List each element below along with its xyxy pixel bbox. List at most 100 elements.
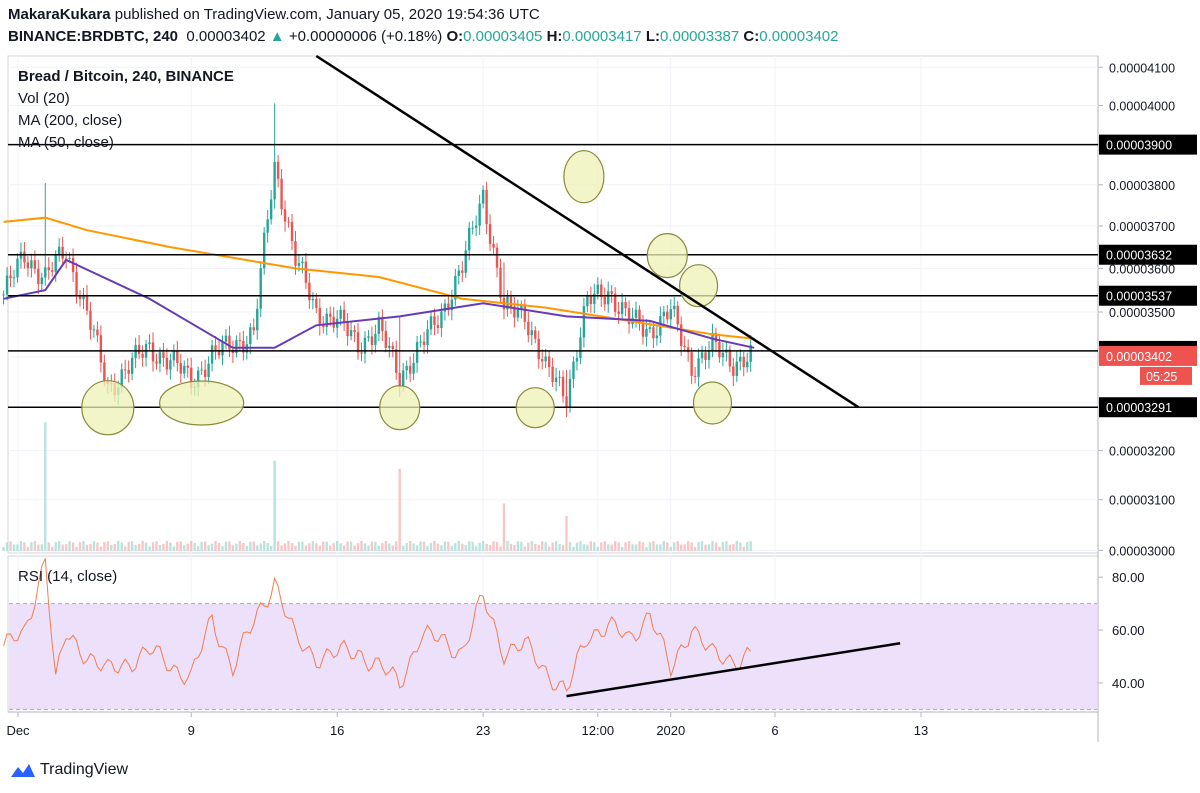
volume-bar	[96, 542, 99, 551]
highlight-circle	[692, 381, 733, 425]
candle-body	[349, 330, 353, 337]
candle-body	[645, 328, 648, 337]
volume-bar	[335, 541, 339, 551]
time-tick-label: 23	[476, 723, 490, 738]
candle-body	[648, 327, 652, 329]
candle-body	[739, 356, 742, 362]
volume-bar	[259, 543, 262, 551]
candle-body	[290, 221, 294, 242]
candle-body	[704, 352, 707, 360]
volume-bar	[190, 541, 193, 551]
candle-body	[203, 369, 207, 378]
candle-body	[471, 227, 474, 229]
candle-body	[44, 267, 47, 278]
candle-body	[367, 336, 370, 338]
volume-bar	[127, 542, 130, 551]
volume-bar	[377, 545, 381, 551]
candle-body	[485, 189, 488, 225]
candle-body	[666, 311, 669, 320]
volume-bar	[346, 541, 349, 551]
candle-body	[690, 352, 693, 376]
candle-body	[742, 356, 745, 368]
volume-bar	[325, 541, 328, 551]
rsi-tick-label: 60.00	[1112, 623, 1145, 638]
level-price-label: 0.00003632	[1106, 249, 1172, 263]
candle-body	[728, 349, 732, 367]
volume-bar	[683, 544, 686, 551]
volume-bar	[509, 543, 513, 551]
candle-body	[165, 357, 169, 370]
level-price-label-bg	[1099, 134, 1197, 155]
volume-bar	[207, 545, 210, 551]
volume-bar	[402, 545, 405, 551]
volume-bar	[593, 542, 596, 551]
candle-body	[235, 340, 238, 354]
publisher-name[interactable]: MakaraKukara	[8, 6, 111, 23]
volume-bar	[554, 541, 558, 551]
candle-body	[294, 241, 297, 266]
volume-bar	[283, 543, 287, 551]
candle-body	[520, 306, 523, 309]
volume-bar	[374, 541, 377, 551]
volume-bar	[23, 542, 26, 551]
candle-body	[26, 262, 30, 269]
tradingview-brand[interactable]: TradingView	[40, 761, 129, 778]
candle-body	[92, 329, 96, 331]
volume-bar	[224, 541, 228, 551]
volume-bar	[162, 543, 165, 551]
volume-bar	[363, 543, 367, 551]
candle-body	[315, 298, 318, 308]
candle-body	[673, 305, 676, 310]
candle-body	[603, 296, 606, 305]
volume-bar	[252, 541, 255, 551]
volume-bar	[61, 544, 64, 551]
candle-body	[332, 316, 335, 328]
publish-line: MakaraKukara published on TradingView.co…	[8, 6, 540, 23]
candle-body	[269, 199, 273, 220]
volume-bar	[130, 541, 134, 551]
candle-body	[422, 341, 426, 346]
candle-body	[384, 330, 388, 348]
candle-body	[718, 342, 721, 358]
candle-body	[61, 246, 64, 259]
candle-body	[37, 268, 40, 284]
volume-bar	[395, 541, 398, 551]
tradingview-logo-icon[interactable]	[10, 760, 36, 782]
volume-bar	[405, 543, 408, 551]
candle-body	[488, 224, 492, 244]
volume-bar	[2, 547, 5, 551]
volume-bar	[749, 541, 752, 551]
volume-bar	[238, 541, 242, 551]
volume-bar	[666, 542, 669, 551]
candle-body	[207, 363, 210, 378]
volume-bar	[638, 541, 641, 551]
candle-body	[228, 335, 231, 350]
volume-bar	[318, 545, 321, 551]
legend-title: Bread / Bitcoin, 240, BINANCE	[18, 68, 234, 85]
price-tick-label: 0.00003500	[1109, 306, 1175, 320]
volume-bar	[464, 545, 467, 551]
candle-body	[33, 260, 37, 269]
candle-body	[735, 361, 738, 376]
volume-bar	[436, 543, 440, 551]
volume-bar	[82, 541, 85, 551]
volume-bar	[652, 541, 655, 551]
chart-header: MakaraKukara published on TradingView.co…	[8, 4, 1198, 50]
volume-bar	[301, 541, 304, 551]
volume-bar	[92, 541, 96, 551]
candle-body	[509, 296, 513, 307]
time-tick-label: Dec	[6, 723, 30, 738]
candle-body	[363, 337, 367, 354]
volume-bar	[210, 543, 214, 551]
candle-body	[492, 243, 495, 248]
candle-body	[617, 311, 620, 314]
candle-body	[381, 316, 384, 331]
candle-body	[686, 347, 690, 353]
main-pane-frame	[7, 55, 1099, 554]
candle-body	[263, 232, 266, 269]
volume-bar	[249, 541, 252, 551]
volume-bar	[596, 546, 599, 551]
volume-bar	[19, 541, 23, 551]
candle-body	[311, 298, 315, 301]
